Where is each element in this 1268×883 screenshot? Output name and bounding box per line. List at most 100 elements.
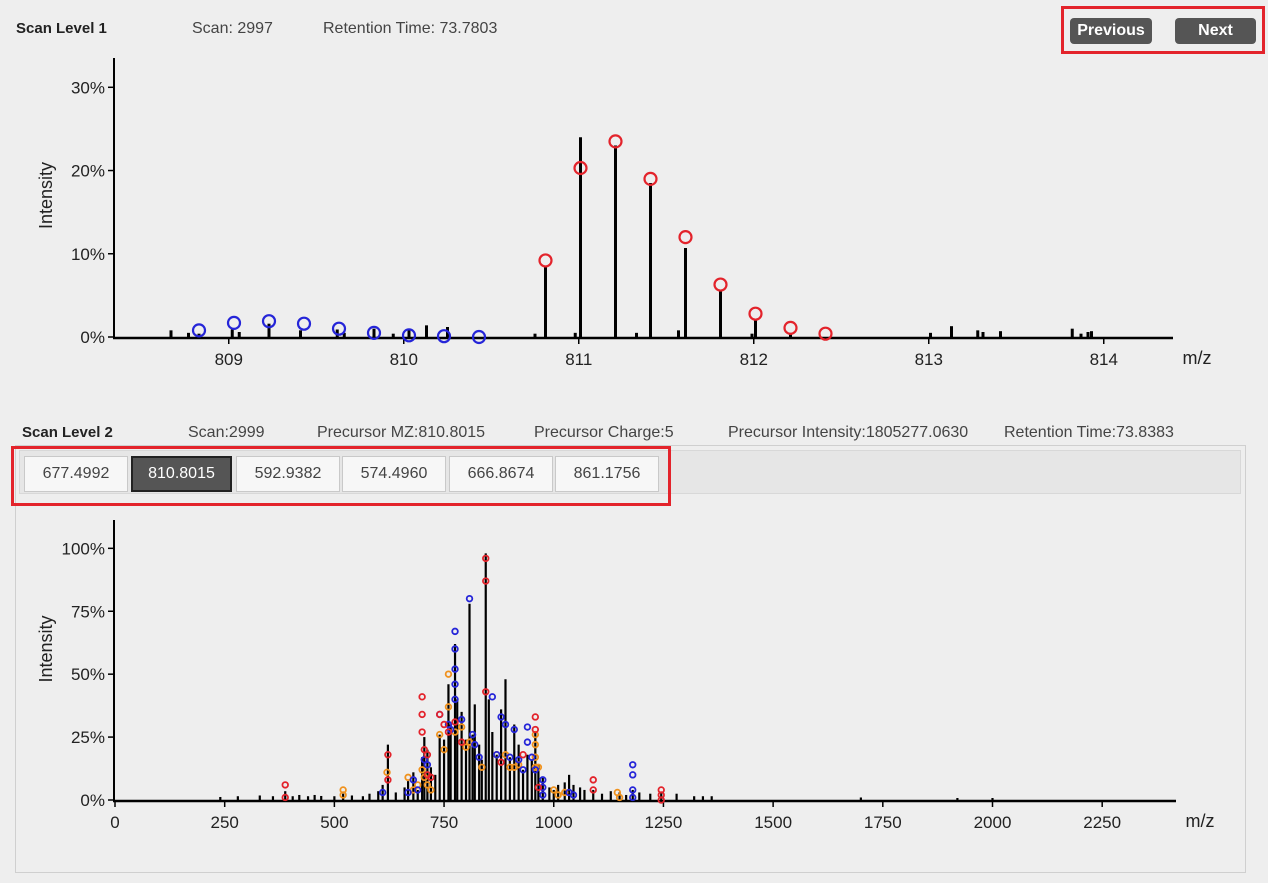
ion-marker xyxy=(457,738,466,746)
ion-marker xyxy=(281,781,289,789)
ion-marker xyxy=(531,766,540,774)
scan2-scan-number: Scan:2999 xyxy=(188,424,265,441)
ion-marker xyxy=(418,710,426,719)
ion-marker xyxy=(482,577,490,585)
ion-marker xyxy=(378,788,387,797)
envelope-peak-marker xyxy=(748,306,763,321)
ion-marker xyxy=(414,786,422,794)
x-tick-label: 814 xyxy=(1090,350,1118,369)
ion-marker xyxy=(531,725,540,734)
envelope-peak-marker xyxy=(643,171,658,186)
y-tick-label: 10% xyxy=(71,245,105,264)
ion-marker xyxy=(420,756,429,764)
x-tick-label: 500 xyxy=(320,813,348,832)
precursor-tab[interactable]: 574.4960 xyxy=(342,456,446,492)
ion-marker xyxy=(629,761,637,769)
y-tick-label: 30% xyxy=(71,78,105,97)
scan2-precursor-charge: Precursor Charge:5 xyxy=(534,424,674,441)
ion-marker xyxy=(462,743,470,751)
y-axis-label: Intensity xyxy=(36,162,56,229)
ion-marker xyxy=(435,730,444,739)
ion-marker xyxy=(409,776,418,784)
ion-marker xyxy=(404,788,412,797)
ion-marker xyxy=(519,766,527,774)
envelope-peak-marker xyxy=(713,277,728,292)
ion-marker xyxy=(510,725,518,734)
ion-marker xyxy=(444,670,453,678)
ion-marker xyxy=(451,645,459,653)
y-tick-label: 100% xyxy=(62,539,105,558)
ion-marker xyxy=(427,773,435,782)
envelope-peak-marker xyxy=(226,315,242,330)
ion-marker xyxy=(423,750,432,759)
x-tick-label: 2000 xyxy=(974,813,1012,832)
y-axis-label: Intensity xyxy=(36,615,56,682)
x-tick-label: 811 xyxy=(565,350,592,369)
ion-marker xyxy=(488,693,497,701)
precursor-tab-active[interactable]: 810.8015 xyxy=(131,456,232,492)
ion-marker xyxy=(457,723,466,731)
precursor-tab[interactable]: 677.4992 xyxy=(24,456,128,492)
envelope-peak-marker xyxy=(573,160,588,176)
x-axis-label: m/z xyxy=(1183,348,1212,368)
ion-marker xyxy=(281,793,289,802)
ion-marker xyxy=(550,786,558,794)
envelope-peak-marker xyxy=(331,321,347,336)
scan1-level-label: Scan Level 1 xyxy=(16,20,107,37)
ion-marker xyxy=(519,750,527,759)
y-tick-label: 25% xyxy=(71,728,105,747)
ion-marker xyxy=(451,627,459,636)
ion-marker xyxy=(539,791,547,799)
ion-marker xyxy=(493,750,501,759)
x-tick-label: 809 xyxy=(215,350,243,369)
ion-marker xyxy=(451,718,459,726)
ion-marker xyxy=(440,745,448,754)
envelope-peak-marker xyxy=(678,230,693,245)
previous-button[interactable]: Previous xyxy=(1070,18,1152,44)
precursor-tab[interactable]: 666.8674 xyxy=(449,456,553,492)
envelope-peak-marker xyxy=(366,325,382,340)
ion-marker xyxy=(482,688,490,696)
ion-marker xyxy=(531,753,540,761)
ion-marker xyxy=(482,554,490,563)
ion-marker xyxy=(523,738,532,746)
ion-marker xyxy=(383,768,391,777)
y-tick-label: 75% xyxy=(71,602,105,621)
ion-marker xyxy=(528,753,536,761)
scan2-precursor-intensity: Precursor Intensity:1805277.0630 xyxy=(728,424,969,441)
x-tick-label: 1500 xyxy=(754,813,792,832)
ms2-spectrum-chart: 0 250 500 750 1000 1250 1500 1750 2000 2250 0% 25% 5… xyxy=(36,520,1215,832)
precursor-tab[interactable]: 861.1756 xyxy=(555,456,659,492)
ion-marker xyxy=(418,766,426,774)
ion-marker xyxy=(384,750,392,759)
envelope-peak-marker xyxy=(296,316,312,331)
x-tick-label: 812 xyxy=(740,350,768,369)
x-tick-label: 810 xyxy=(390,350,418,369)
ion-marker xyxy=(534,783,543,792)
ion-marker xyxy=(468,730,477,739)
envelope-peak-marker xyxy=(401,328,417,343)
ion-marker xyxy=(440,720,448,729)
envelope-peak-marker xyxy=(818,326,833,341)
ion-marker xyxy=(561,788,569,797)
scan1-scan-number: Scan: 2997 xyxy=(192,20,273,37)
y-tick-label: 50% xyxy=(71,665,105,684)
x-axis-label: m/z xyxy=(1186,811,1215,831)
ion-marker xyxy=(501,720,510,729)
ion-marker xyxy=(451,665,459,673)
ion-marker xyxy=(589,786,597,794)
ion-marker xyxy=(539,783,547,792)
x-tick-label: 750 xyxy=(430,813,458,832)
ion-marker xyxy=(657,796,665,804)
precursor-tab[interactable]: 592.9382 xyxy=(236,456,340,492)
next-button[interactable]: Next xyxy=(1175,18,1256,44)
scan1-retention-time: Retention Time: 73.7803 xyxy=(323,20,498,37)
envelope-peak-marker xyxy=(191,323,207,338)
ion-marker xyxy=(514,756,523,764)
ion-marker xyxy=(384,776,392,784)
y-tick-label: 0% xyxy=(80,328,105,347)
ion-marker xyxy=(569,791,578,799)
envelope-peak-marker xyxy=(471,329,487,345)
ion-marker xyxy=(471,740,479,749)
ion-marker xyxy=(339,791,347,799)
